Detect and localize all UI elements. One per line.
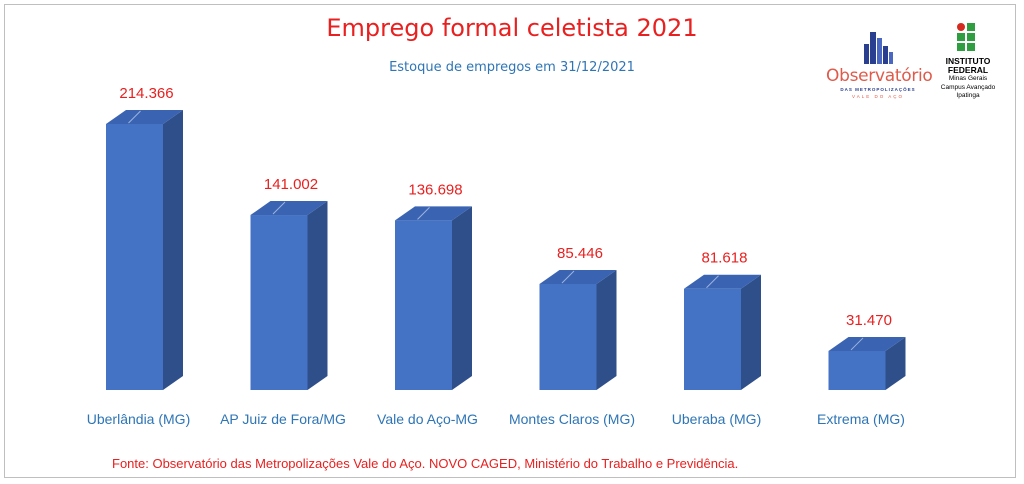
instituto-federal-logo: INSTITUTO FEDERAL Minas Gerais Campus Av… [936,22,1000,108]
category-label-4: Uberaba (MG) [672,411,761,427]
bar-5 [828,350,886,390]
bar-3 [539,283,597,390]
bar-2 [395,220,452,390]
bar-top-5 [828,336,906,351]
bar-top-highlight-4 [706,275,719,289]
if-squares-icon [957,23,975,51]
bar-0 [106,124,163,390]
chart-subtitle: Estoque de empregos em 31/12/2021 [389,60,635,75]
bar-top-1 [250,201,328,216]
if-logo-line3: Minas Gerais [948,75,988,82]
chart-title: Emprego formal celetista 2021 [326,14,698,42]
bar-side-2 [452,206,472,390]
bar-top-3 [539,269,617,284]
bar-4 [684,288,741,390]
category-label-5: Extrema (MG) [817,411,905,427]
bar-top-highlight-3 [561,270,575,284]
category-label-0: Uberlândia (MG) [87,411,190,427]
if-logo-line2: FEDERAL [947,65,989,75]
if-logo-line4: Campus Avançado [940,84,996,91]
bar-side-5 [885,336,906,390]
observatorio-logo: Observatório DAS METROPOLIZAÇÕES VALE DO… [826,26,933,102]
bar-1 [250,215,308,390]
bar-side-1 [307,201,328,390]
category-label-3: Montes Claros (MG) [509,411,635,427]
observatorio-logo-line2: VALE DO AÇO [852,94,904,99]
if-logo-line5: Ipatinga [956,92,980,99]
if-logo-line1: INSTITUTO [945,56,991,66]
category-label-2: Vale do Aço-MG [377,411,478,427]
bar-side-0 [163,110,183,390]
observatorio-logo-line1: DAS METROPOLIZAÇÕES [840,87,916,92]
bar-top-highlight-2 [417,207,430,220]
value-label-3: 85.446 [557,245,603,262]
bar-side-3 [596,269,617,390]
bar-top-highlight-0 [128,110,141,124]
bar-side-4 [741,274,761,390]
value-label-2: 136.698 [408,181,462,198]
bar-top-0 [106,110,183,124]
value-label-0: 214.366 [119,85,173,102]
value-label-5: 31.470 [846,312,892,329]
value-label-1: 141.002 [264,176,318,193]
bar-top-highlight-1 [272,201,286,215]
value-label-4: 81.618 [702,250,748,267]
bar-top-4 [684,274,761,289]
category-label-1: AP Juiz de Fora/MG [220,411,346,427]
bar-top-2 [395,206,472,221]
bar-top-highlight-5 [850,337,864,351]
observatorio-logo-name: Observatório [826,66,933,86]
city-skyline-icon [864,32,893,64]
source-note: Fonte: Observatório das Metropolizações … [112,456,739,471]
